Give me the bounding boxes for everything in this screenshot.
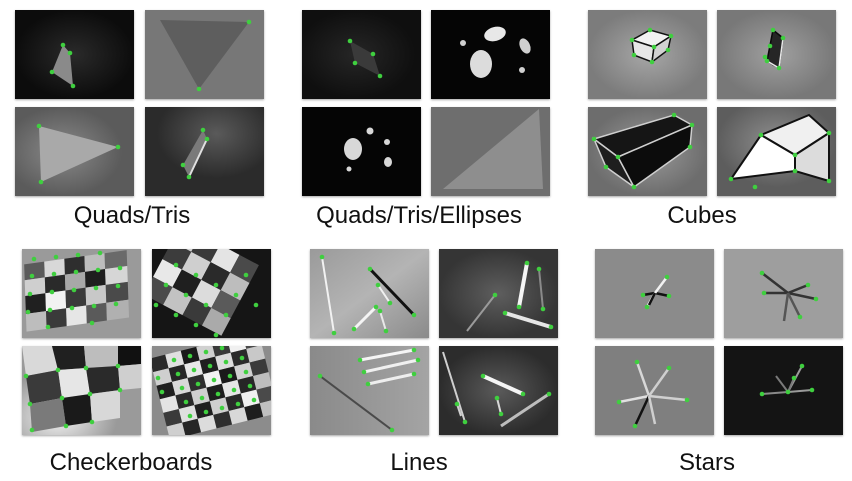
tile-quad-dark — [15, 10, 134, 99]
tile-checker-small — [152, 346, 271, 435]
tile-star-large — [595, 346, 714, 435]
tile-triangle-corner — [431, 107, 550, 196]
tile-quad-small — [302, 10, 421, 99]
tile-lines-c — [310, 346, 429, 435]
tile-checker-large — [22, 346, 141, 435]
tile-ellipses-many — [302, 107, 421, 196]
tile-lines-d — [439, 346, 558, 435]
tile-ellipses-few — [431, 10, 550, 99]
caption-cubes: Cubes — [667, 202, 737, 229]
tile-cube-thin — [717, 10, 836, 99]
tile-star-small — [595, 249, 714, 338]
tile-triangle-large — [145, 10, 264, 99]
tile-star-dark — [724, 346, 843, 435]
tile-checker-rotated — [152, 249, 271, 338]
caption-lines: Lines — [390, 449, 448, 476]
tile-checker-warped — [22, 249, 141, 338]
caption-quads-tris-ellipses: Quads/Tris/Ellipses — [316, 202, 522, 229]
tile-lines-b — [439, 249, 558, 338]
tile-cube-small — [588, 10, 707, 99]
caption-quads-tris: Quads/Tris — [73, 202, 191, 229]
tile-lines-a — [310, 249, 429, 338]
tile-quad-thin — [145, 107, 264, 196]
tile-cube-white — [717, 107, 836, 196]
caption-stars: Stars — [678, 449, 735, 476]
tile-cube-dark — [588, 107, 707, 196]
caption-checkerboards: Checkerboards — [49, 449, 213, 476]
tile-triangle-wide — [15, 107, 134, 196]
tile-star-fan — [724, 249, 843, 338]
